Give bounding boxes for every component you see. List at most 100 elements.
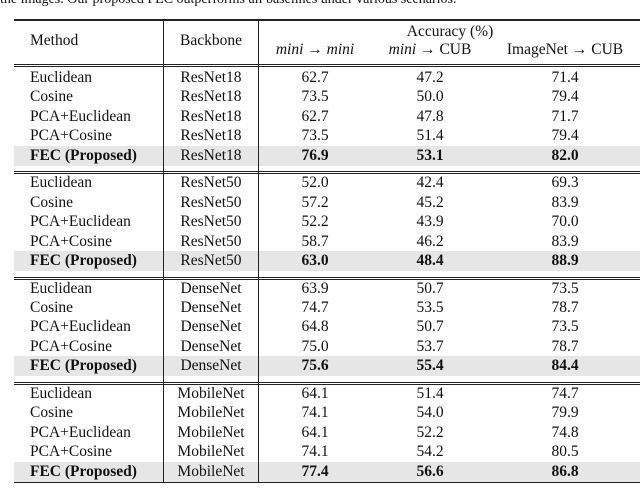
cell: Euclidean — [30, 174, 92, 192]
caption: the images. Our proposed FEC outperforms… — [0, 0, 456, 10]
cell: 51.4 — [416, 384, 444, 402]
cell: Euclidean — [30, 69, 92, 86]
header-accuracy: Accuracy (%) — [406, 23, 494, 40]
cell: FEC (Proposed) — [30, 357, 137, 375]
cell: 62.7 — [301, 69, 329, 86]
cell: 48.4 — [416, 251, 444, 269]
header-setting: mini → mini — [276, 40, 354, 60]
cell: FEC (Proposed) — [30, 462, 137, 480]
cell: 78.7 — [551, 299, 579, 316]
cell: 78.7 — [551, 337, 579, 355]
cell: ResNet18 — [180, 69, 242, 86]
cell: 58.7 — [301, 232, 329, 250]
cell: ResNet18 — [180, 88, 242, 106]
cell: MobileNet — [177, 443, 245, 461]
column-rule — [163, 20, 164, 482]
header-setting: ImageNet → CUB — [507, 40, 623, 60]
cell: 73.5 — [551, 279, 579, 297]
cell: 86.8 — [551, 462, 579, 480]
cell: Cosine — [30, 193, 74, 211]
cell: ResNet50 — [180, 174, 242, 192]
dst: mini — [326, 41, 355, 58]
cell: ResNet50 — [180, 232, 242, 250]
cell: DenseNet — [180, 357, 242, 375]
cell: PCA+Euclidean — [30, 318, 131, 336]
cell: 53.1 — [416, 146, 444, 164]
cell: 74.8 — [551, 423, 579, 441]
cell: FEC (Proposed) — [30, 146, 137, 164]
rule — [14, 278, 640, 280]
cell: MobileNet — [177, 404, 245, 422]
highlight-row — [14, 145, 640, 166]
cell: 47.2 — [416, 69, 444, 86]
cell: 79.4 — [551, 88, 579, 106]
column-rule — [258, 20, 259, 482]
cell: 75.0 — [301, 337, 329, 355]
cell: 57.2 — [301, 193, 329, 211]
cell: PCA+Cosine — [30, 232, 112, 250]
cell: 74.7 — [551, 384, 579, 402]
cell: 62.7 — [301, 107, 329, 125]
cell: 52.2 — [416, 423, 444, 441]
cell: 71.4 — [551, 69, 579, 86]
cell: DenseNet — [180, 299, 242, 316]
cell: FEC (Proposed) — [30, 251, 137, 269]
cell: 53.7 — [416, 337, 444, 355]
src: mini — [275, 41, 304, 58]
cell: 45.2 — [416, 193, 444, 211]
cell: 64.1 — [301, 384, 329, 402]
arrow: → — [420, 41, 436, 58]
header-backbone: Backbone — [180, 32, 242, 49]
cell: 88.9 — [551, 251, 579, 269]
cell: DenseNet — [180, 279, 242, 297]
cell: 54.2 — [416, 443, 444, 461]
src: mini — [388, 41, 417, 58]
highlight-row — [14, 356, 640, 377]
cell: 71.7 — [551, 107, 579, 125]
cell: 52.0 — [301, 174, 329, 192]
cell: 69.3 — [551, 174, 579, 192]
rule — [14, 66, 640, 67]
cell: 74.7 — [301, 299, 329, 316]
cell: ResNet18 — [180, 107, 242, 125]
cell: 79.9 — [551, 404, 579, 422]
dst: CUB — [439, 41, 472, 58]
cell: 63.9 — [301, 279, 329, 297]
cell: ResNet18 — [180, 146, 242, 164]
cell: 73.5 — [301, 88, 329, 106]
cell: 74.1 — [301, 404, 329, 422]
arrow: → — [571, 41, 588, 58]
cell: PCA+Euclidean — [30, 107, 131, 125]
arrow: → — [307, 41, 323, 58]
cell: Cosine — [30, 88, 74, 106]
cell: 51.4 — [416, 127, 444, 145]
rule — [14, 276, 640, 278]
cell: Euclidean — [30, 384, 92, 402]
cell: 46.2 — [416, 232, 444, 250]
rule — [14, 381, 640, 383]
cell: 84.4 — [551, 357, 579, 375]
cell: 47.8 — [416, 107, 444, 125]
rule — [14, 383, 640, 385]
cell: DenseNet — [180, 318, 242, 336]
cell: 42.4 — [416, 174, 444, 192]
cell: 77.4 — [301, 462, 329, 480]
cell: 55.4 — [416, 357, 444, 375]
cell: 73.5 — [551, 318, 579, 336]
cell: 73.5 — [301, 127, 329, 145]
cell: 75.6 — [301, 357, 329, 375]
rule — [14, 173, 640, 175]
cell: Euclidean — [30, 279, 92, 297]
cell: 79.4 — [551, 127, 579, 145]
rule — [14, 64, 640, 65]
rule — [14, 19, 640, 21]
header-setting: mini → CUB — [389, 40, 472, 60]
cell: 52.2 — [301, 213, 329, 231]
cell: 82.0 — [551, 146, 579, 164]
cell: 50.0 — [416, 88, 444, 106]
highlight-row — [14, 461, 640, 482]
rule — [14, 481, 640, 483]
cell: 50.7 — [416, 318, 444, 336]
dst: CUB — [591, 41, 624, 58]
